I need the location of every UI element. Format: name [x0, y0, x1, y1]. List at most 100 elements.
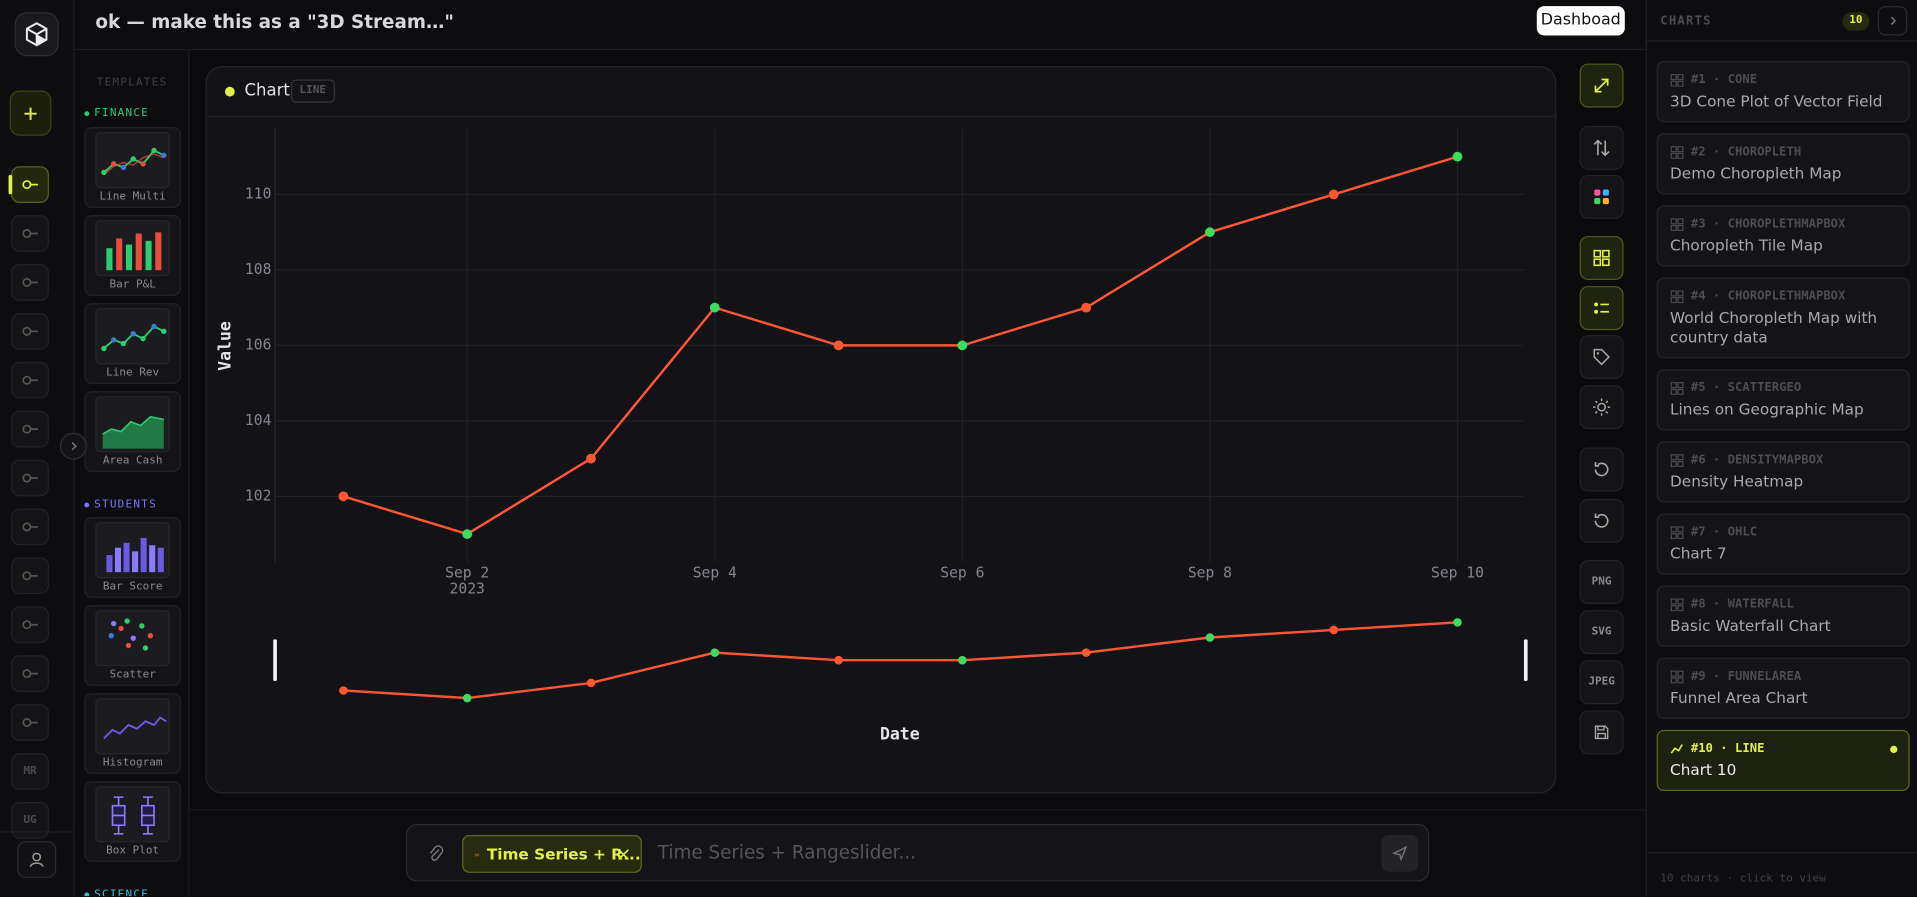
icon-part — [123, 542, 130, 573]
user-button[interactable] — [17, 841, 57, 878]
icon — [1670, 525, 1684, 539]
template-card[interactable]: Scatter — [84, 605, 181, 686]
icon-part — [161, 328, 167, 335]
rail-button[interactable] — [11, 508, 49, 546]
rangeslider-line — [343, 621, 1458, 700]
icon-part — [1670, 525, 1677, 532]
toolbar-button[interactable] — [1579, 498, 1624, 543]
rail-button[interactable] — [11, 215, 49, 252]
template-card[interactable]: Bar Score — [84, 517, 181, 598]
rail-button[interactable] — [11, 312, 49, 350]
rail-button[interactable] — [11, 655, 49, 692]
icon-part — [1670, 743, 1683, 753]
chart-list-item[interactable]: #7 · OHLC Chart 7 — [1656, 513, 1910, 575]
template-card[interactable]: Line Multi — [84, 127, 181, 208]
rail-button[interactable] — [11, 606, 49, 644]
icon-part — [120, 164, 127, 171]
rail-button[interactable] — [11, 410, 49, 448]
icon-part — [618, 849, 629, 861]
template-chip[interactable]: Time Series + R... — [462, 835, 642, 873]
collapse-panel-button[interactable] — [1877, 6, 1908, 36]
item-label: #10 · LINE — [1690, 741, 1765, 755]
item-label: #9 · FUNNELAREA — [1690, 669, 1802, 683]
icon-part — [151, 323, 157, 330]
chart-title: Chart — [244, 80, 290, 101]
icon-part — [1670, 604, 1677, 611]
rail-button[interactable] — [11, 704, 49, 741]
chart-list-item[interactable]: #2 · CHOROPLETH Demo Choropleth Map — [1656, 133, 1910, 195]
toolbar-button[interactable] — [1579, 125, 1624, 170]
icon — [21, 669, 38, 679]
icon-part — [21, 326, 31, 336]
x-tick-label: Sep 8 — [1188, 564, 1232, 581]
toolbar-button[interactable] — [1579, 174, 1624, 219]
send-button[interactable] — [1381, 835, 1419, 872]
template-card[interactable]: Box Plot — [84, 781, 181, 862]
icon — [1593, 348, 1610, 366]
item-label: #6 · DENSITYMAPBOX — [1690, 452, 1824, 467]
icon — [29, 852, 44, 868]
icon-part — [132, 551, 139, 573]
rail-button[interactable] — [11, 166, 49, 203]
rail-button[interactable] — [11, 264, 49, 301]
toolbar-button[interactable] — [1579, 235, 1624, 280]
template-card[interactable]: Line Rev — [84, 303, 181, 384]
item-title: World Choropleth Map with country data — [1670, 308, 1878, 346]
toolbar-button[interactable] — [1579, 334, 1624, 379]
chart-list-item[interactable]: #5 · SCATTERGEO Lines on Geographic Map — [1656, 369, 1910, 431]
group-name: STUDENTS — [94, 498, 157, 512]
chart-list-item[interactable]: #8 · WATERFALL Basic Waterfall Chart — [1656, 585, 1910, 647]
chart-list-item[interactable]: #1 · CONE 3D Cone Plot of Vector Field — [1656, 61, 1910, 123]
icon — [21, 620, 38, 630]
rail-button[interactable] — [11, 459, 49, 497]
export-button[interactable]: SVG — [1579, 610, 1624, 655]
icon-part — [149, 545, 156, 573]
icon-part — [1670, 532, 1677, 539]
prompt-input[interactable]: Time Series + R... Time Series + Rangesli… — [405, 824, 1430, 882]
chart-list-item[interactable]: #3 · CHOROPLETHMAPBOX Choropleth Tile Map — [1656, 205, 1910, 267]
chart-list-item[interactable]: #4 · CHOROPLETHMAPBOX World Choropleth Ma… — [1656, 277, 1910, 359]
template-card[interactable]: Area Cash — [84, 391, 181, 472]
export-button[interactable]: PNG — [1579, 559, 1624, 604]
x-tick-label: Sep 6 — [940, 564, 984, 581]
icon-part — [151, 147, 157, 154]
icon — [106, 537, 164, 573]
rail-button[interactable]: UG — [11, 802, 49, 839]
rail-button[interactable] — [11, 361, 49, 399]
rail-button[interactable] — [11, 557, 49, 595]
export-button[interactable]: JPEG — [1579, 660, 1624, 705]
item-label: #5 · SCATTERGEO — [1690, 380, 1802, 395]
icon — [1594, 302, 1609, 314]
toolbar-button[interactable] — [1579, 63, 1624, 108]
rangeslider-line-marker — [339, 686, 348, 695]
item-label: #7 · OHLC — [1690, 525, 1758, 539]
icon-part — [161, 152, 167, 158]
icon — [1594, 513, 1609, 528]
chart-list-item[interactable]: #6 · DENSITYMAPBOX Density Heatmap — [1656, 441, 1910, 503]
charts-count: 10 — [1842, 12, 1870, 31]
toolbar-button[interactable] — [1579, 385, 1624, 430]
new-chart-button[interactable] — [9, 90, 52, 136]
item-label-row: #1 · CONE — [1670, 71, 1896, 88]
icon-part — [1602, 198, 1609, 205]
toolbar-button[interactable] — [1579, 286, 1624, 331]
template-name: Line Rev — [106, 366, 160, 379]
charts-heading: CHARTS — [1660, 14, 1712, 29]
template-card[interactable]: Histogram — [84, 693, 181, 774]
data-line-marker — [462, 529, 473, 539]
data-line-marker — [709, 302, 720, 313]
icon-part — [1594, 462, 1609, 477]
chart-list-item[interactable]: #10 · LINE Chart 10 — [1656, 729, 1910, 792]
icon-part — [130, 331, 136, 337]
rail-button[interactable]: MR — [11, 753, 49, 790]
icon-part — [1670, 669, 1677, 677]
template-card[interactable]: Bar P&L — [84, 215, 181, 296]
icon — [1593, 249, 1610, 267]
icon-part — [1594, 189, 1601, 196]
item-title: Demo Choropleth Map — [1670, 163, 1842, 183]
dashboard-button[interactable]: Dashboad — [1536, 6, 1625, 36]
toolbar-button[interactable] — [1579, 447, 1624, 492]
collapse-toggle[interactable] — [59, 432, 87, 460]
save-button[interactable] — [1579, 710, 1624, 755]
chart-list-item[interactable]: #9 · FUNNELAREA Funnel Area Chart — [1656, 657, 1910, 719]
